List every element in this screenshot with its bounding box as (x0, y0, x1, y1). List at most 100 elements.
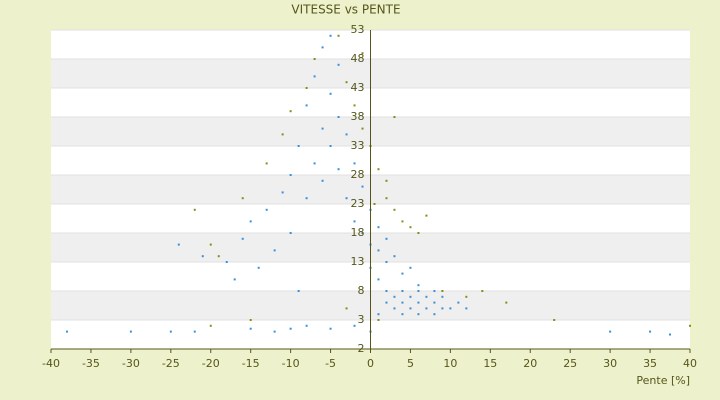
point (337, 168, 340, 171)
point (321, 127, 324, 130)
point (273, 249, 276, 252)
point (345, 197, 348, 200)
point (425, 295, 428, 298)
point (425, 214, 428, 217)
point (329, 34, 332, 37)
point (265, 162, 268, 165)
point (417, 290, 420, 292)
point (377, 226, 380, 229)
point (465, 307, 468, 310)
point (209, 243, 212, 246)
point (289, 327, 292, 330)
point (385, 179, 388, 182)
point (297, 145, 300, 147)
point (297, 290, 300, 292)
point (193, 330, 196, 333)
point (505, 301, 508, 304)
x-tick-label: -10 (282, 357, 300, 370)
x-tick-label: -40 (42, 357, 60, 370)
point (377, 313, 380, 316)
x-tick-label: 20 (523, 357, 537, 370)
x-tick-label: -35 (82, 357, 100, 370)
point (353, 104, 356, 107)
point (481, 290, 484, 292)
point (609, 330, 612, 333)
x-tick-label: -15 (242, 357, 260, 370)
point (385, 261, 388, 263)
x-tick-label: 25 (563, 357, 577, 370)
y-tick-label: 18 (351, 226, 365, 239)
point (337, 63, 340, 66)
point (433, 290, 436, 292)
point (393, 255, 396, 258)
point (433, 301, 436, 304)
y-tick-label: 8 (358, 284, 365, 297)
x-tick-label: -25 (162, 357, 180, 370)
y-tick-label: 23 (351, 197, 365, 210)
point (289, 110, 292, 113)
x-tick-label: 10 (443, 357, 457, 370)
point (329, 92, 332, 95)
point (465, 295, 468, 298)
point (209, 324, 212, 327)
point (433, 313, 436, 316)
x-axis-label: Pente [%] (636, 374, 690, 387)
point (241, 197, 244, 200)
point (401, 290, 404, 292)
point (329, 327, 332, 330)
x-tick-label: 30 (603, 357, 617, 370)
point (345, 133, 348, 136)
point (177, 243, 180, 246)
y-tick-label: -2 (354, 342, 365, 355)
point (417, 232, 420, 234)
chart-title: VITESSE vs PENTE (291, 3, 400, 17)
point (553, 319, 556, 321)
point (457, 301, 460, 304)
point (449, 307, 452, 310)
point (401, 313, 404, 316)
point (273, 330, 276, 333)
point (249, 220, 252, 223)
point (373, 203, 376, 205)
point (409, 295, 412, 298)
point (321, 46, 324, 49)
x-tick-label: 35 (643, 357, 657, 370)
x-tick-label: -20 (202, 357, 220, 370)
point (313, 58, 316, 60)
point (249, 327, 252, 330)
point (353, 162, 356, 165)
point (441, 295, 444, 298)
point (305, 324, 308, 327)
point (385, 237, 388, 240)
x-tick-label: -5 (325, 357, 336, 370)
point (337, 34, 340, 37)
point (425, 307, 428, 310)
point (385, 301, 388, 304)
point (385, 290, 388, 292)
y-tick-label: 28 (351, 168, 365, 181)
point (329, 145, 332, 147)
point (393, 295, 396, 298)
y-tick-label: 33 (351, 139, 365, 152)
point (401, 301, 404, 304)
point (689, 324, 691, 327)
point (417, 313, 420, 316)
x-tick-label: -30 (122, 357, 140, 370)
x-tick-label: 40 (683, 357, 697, 370)
point (305, 197, 308, 200)
point (281, 191, 284, 194)
point (345, 307, 348, 310)
point (313, 162, 316, 165)
point (305, 104, 308, 107)
point (353, 324, 356, 327)
y-tick-label: 53 (351, 23, 365, 36)
point (193, 208, 196, 211)
point (313, 75, 316, 78)
point (337, 116, 340, 118)
point (289, 232, 292, 234)
point (409, 307, 412, 310)
point (361, 232, 364, 234)
point (225, 261, 228, 263)
